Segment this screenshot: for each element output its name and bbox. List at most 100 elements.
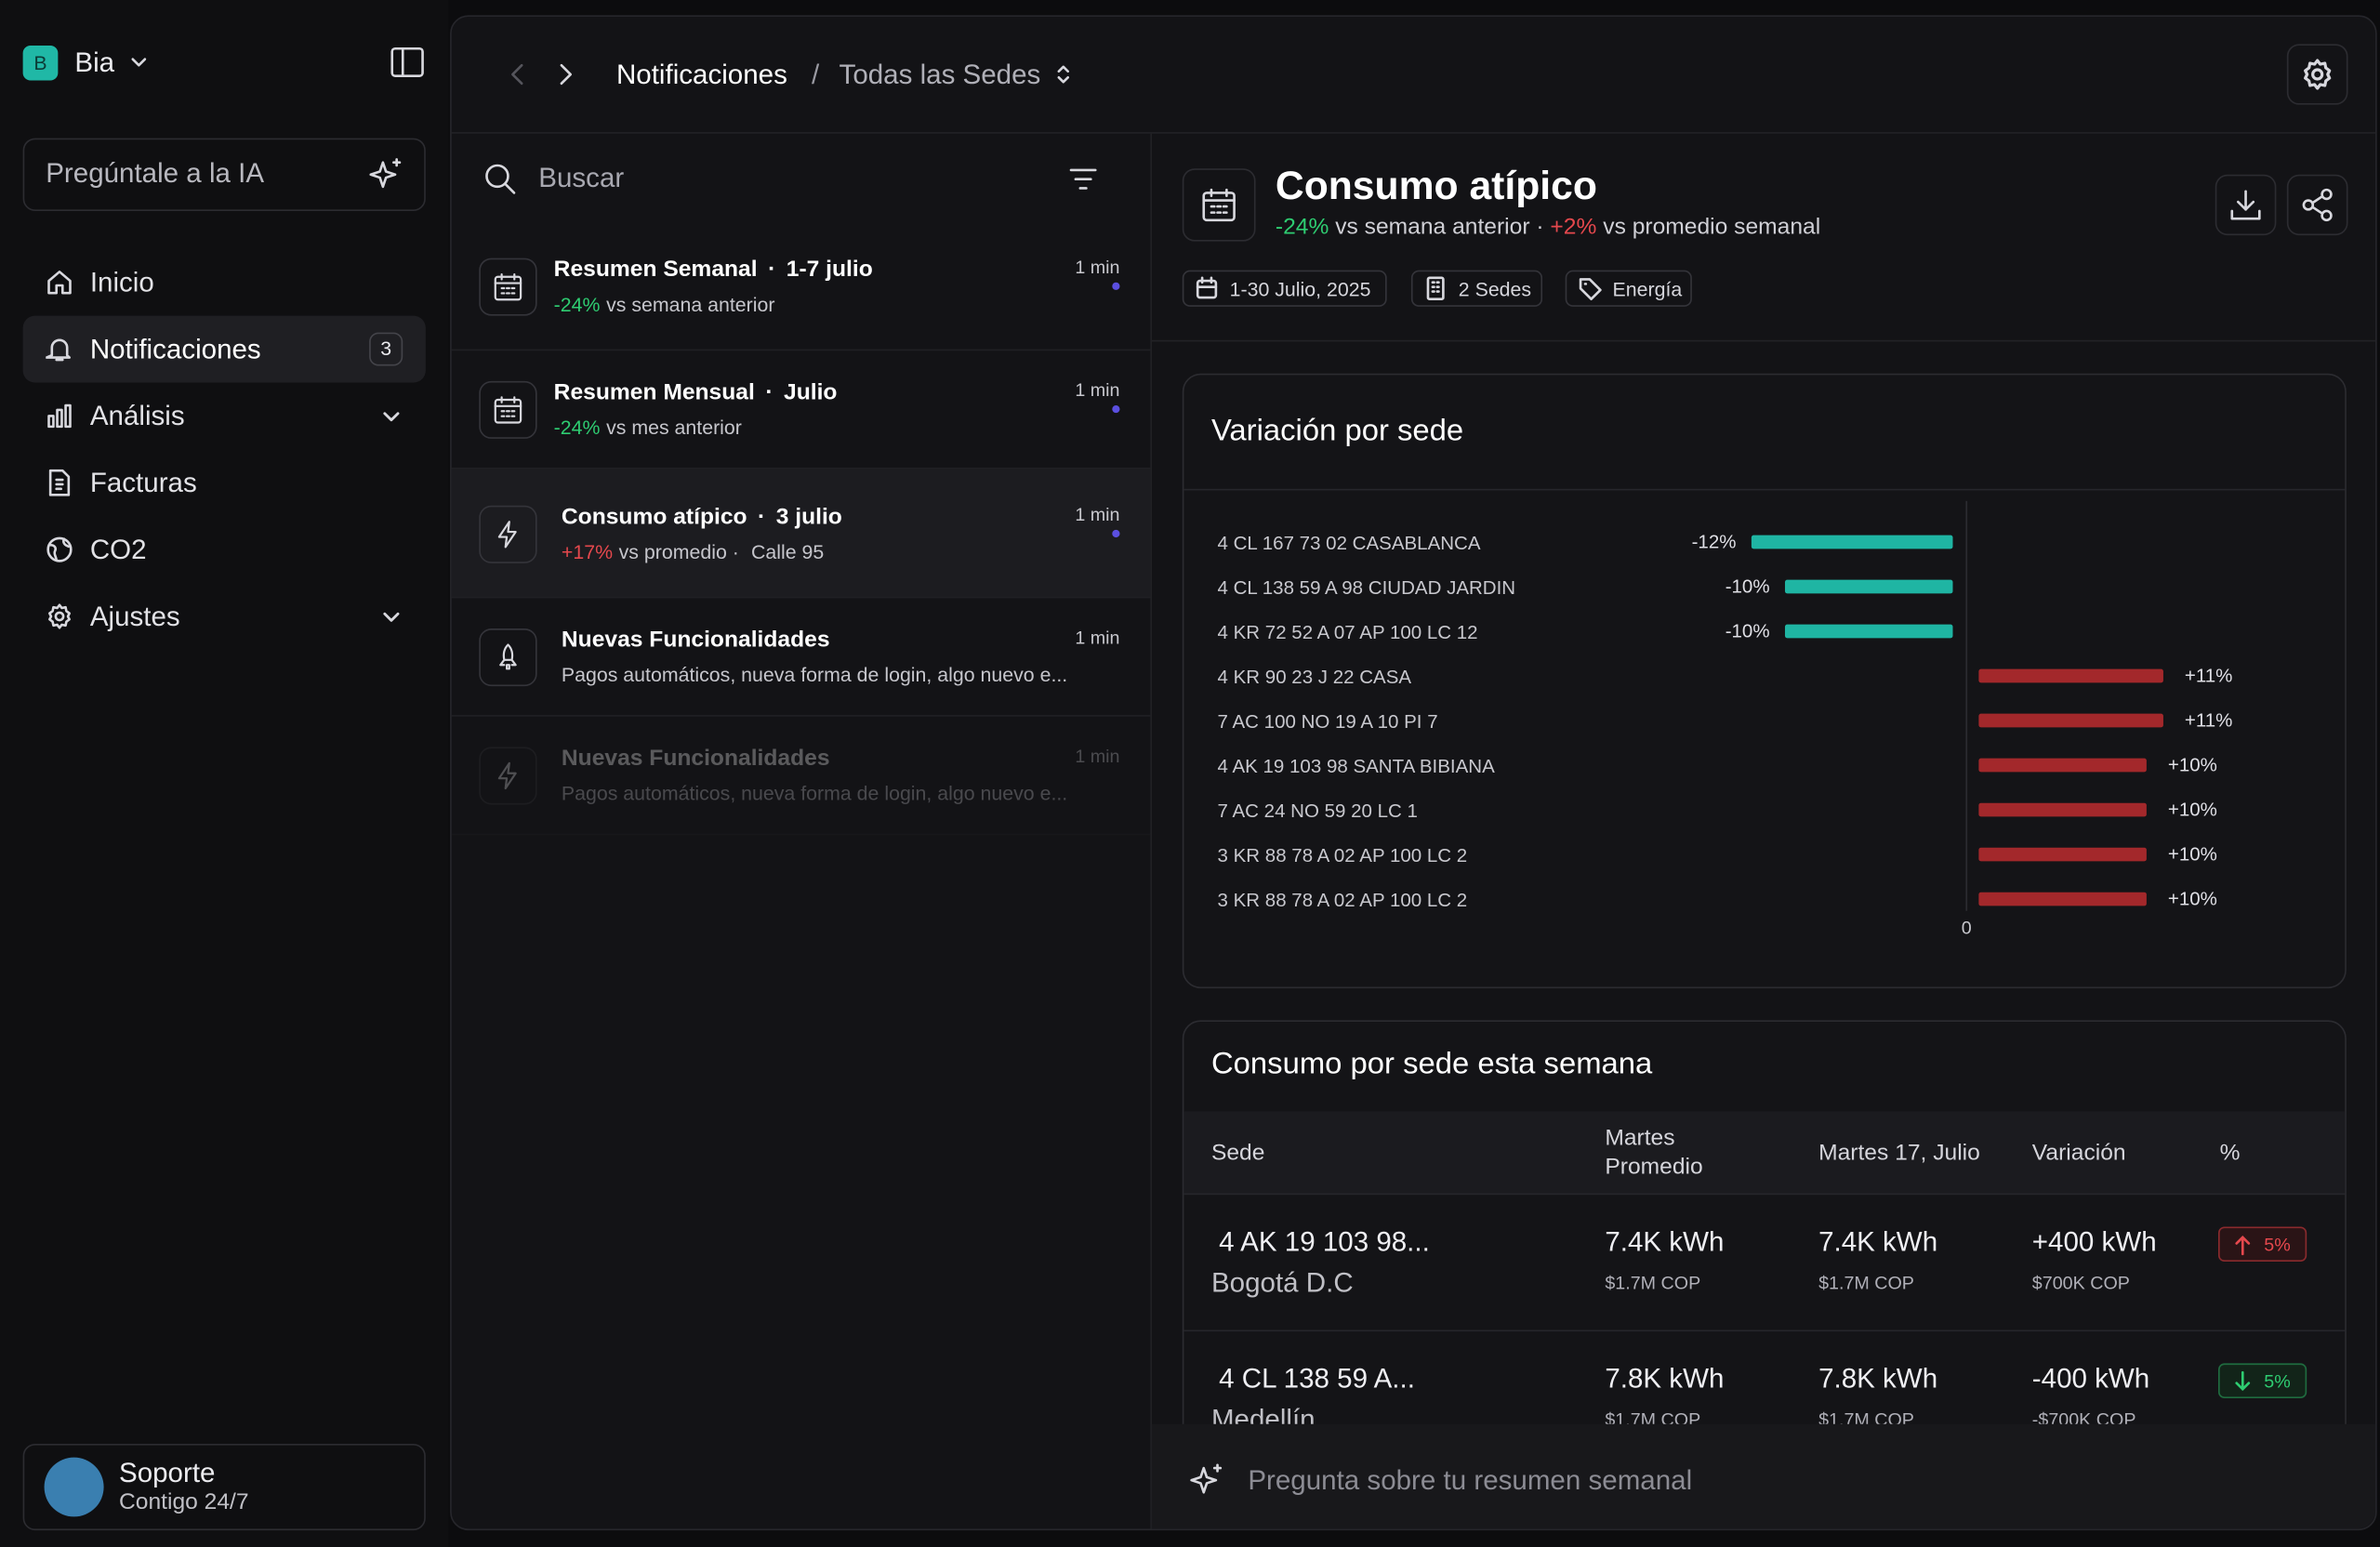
sort-icon[interactable] [1052,62,1074,86]
value-label: +10% [2168,844,2217,866]
table-row: 4 AK 19 103 98... Bogotá D.C 7.4K kWh $1.7M… [1183,1193,2346,1330]
cell-value: 7.8K kWh [1818,1363,1938,1395]
item-title: Nuevas Funcionalidades [561,627,830,654]
filter-button[interactable] [1068,165,1099,192]
notification-item[interactable]: Resumen Mensual · Julio 1 min -24% vs mes ant… [451,350,1151,469]
separator: · [1536,214,1544,241]
chip-icon [1196,276,1218,299]
back-button[interactable] [507,62,528,86]
notification-item[interactable]: Nuevas Funcionalidades 1 min Pagos automát… [451,598,1151,717]
invoice-icon [48,469,71,496]
bar [1978,802,2147,817]
chip-icon [1426,276,1445,301]
forward-button[interactable] [555,62,576,86]
item-time: 1 min [1075,503,1120,525]
trend-arrow [2235,1370,2251,1392]
detail-subtitle: -24% vs semana anterior · +2% vs promedi… [1276,214,1820,240]
nav-item[interactable]: CO2 [89,534,147,565]
nav-item[interactable]: Notificaciones [89,334,261,364]
table-title: Consumo por sede esta semana [1210,1047,1653,1081]
value-label: +10% [2168,800,2217,821]
settings-button[interactable] [2286,44,2348,105]
value-label: +11% [2185,666,2233,687]
item-icon-glyph [497,761,517,790]
support-card[interactable] [22,1443,426,1531]
item-title-line: Resumen Mensual · Julio [554,379,838,405]
filter-chip[interactable]: 1-30 Julio, 2025 [1182,270,1387,307]
ask-bar[interactable] [1151,1423,2376,1529]
cell-sede: 4 CL 138 59 A... [1219,1363,1415,1395]
cell-cost: $1.7M COP [1605,1272,1701,1294]
nav-selected-bg [22,315,426,383]
support-subtitle: Contigo 24/7 [118,1488,249,1515]
value-label: -12% [1692,532,1737,553]
bar [1751,535,1953,549]
category-label: 7 AC 100 NO 19 A 10 PI 7 [1218,711,1438,733]
download-icon [2230,190,2261,220]
calendar-icon [1202,188,1236,222]
category-label: 3 KR 88 78 A 02 AP 100 LC 2 [1218,890,1468,911]
bar [1978,847,2147,862]
item-desc-line: -24% vs semana anterior [554,293,775,315]
workspace-logo[interactable]: B [22,45,59,81]
filter-chip[interactable]: 2 Sedes [1410,270,1543,307]
item-tag: Julio [784,379,838,406]
item-title: Resumen Mensual [553,379,755,406]
cell-city: Medellín [1210,1404,1316,1424]
ask-placeholder: Pregunta sobre tu resumen semanal [1248,1464,1693,1496]
filter-chip[interactable]: Energía [1565,270,1692,307]
chevron-icon[interactable] [381,607,401,627]
item-tag: 3 julio [775,503,842,530]
notification-item[interactable]: Nuevas Funcionalidades 1 min Pagos automát… [451,717,1151,836]
nav-item[interactable]: Facturas [89,467,197,498]
chevron-icon[interactable] [381,407,401,427]
breadcrumb-item[interactable]: Todas las Sedes [839,59,1041,90]
nav-item[interactable]: Inicio [89,267,154,298]
item-desc-line: -24% vs mes anterior [554,416,742,438]
support-avatar [44,1457,104,1517]
item-desc-line: +17% vs promedio · Calle 95 [562,540,824,562]
chip-label: 1-30 Julio, 2025 [1229,277,1371,301]
bar [1784,579,1953,594]
item-title-line: Consumo atípico · 3 julio [562,503,842,529]
share-icon [2302,188,2333,222]
change-text: vs semana anterior [1335,214,1530,241]
item-title: Nuevas Funcionalidades [561,745,830,772]
nav-item[interactable]: Ajustes [89,601,180,632]
download-button[interactable] [2215,174,2277,236]
category-label: 4 CL 138 59 A 98 CIUDAD JARDIN [1218,577,1516,599]
sidebar-toggle[interactable] [390,46,424,78]
item-desc-line: Pagos automáticos, nueva forma de login,… [562,782,1067,804]
search-input[interactable]: Buscar [538,162,625,193]
sidebar [0,0,449,1547]
cell-cost: $1.7M COP [1605,1408,1701,1424]
cell-cost: -$700K COP [2031,1408,2136,1424]
share-button[interactable] [2286,174,2348,236]
detail-icon [1182,168,1256,242]
cell-value: +400 kWh [2031,1226,2157,1258]
nav-item[interactable]: Análisis [89,401,185,431]
nav-badge: 3 [369,332,403,366]
home-icon [47,271,72,295]
trend-arrow [2235,1236,2251,1256]
list-divider [1150,133,1152,1529]
value-label: -10% [1726,576,1770,598]
value-label: +10% [2168,755,2217,776]
breadcrumb-item[interactable]: Notificaciones [615,59,787,90]
category-label: 7 AC 24 NO 59 20 LC 1 [1218,800,1418,822]
item-desc: vs semana anterior [606,293,775,316]
notification-item[interactable]: Consumo atípico · 3 julio 1 min +17% vs prome… [451,469,1151,599]
workspace-name[interactable]: Bia [74,46,115,78]
item-desc: Pagos automáticos, nueva forma de login,… [561,781,1068,805]
cell-cost: $1.7M COP [1818,1408,1914,1424]
item-icon-glyph [494,272,522,301]
item-change: +17% [561,539,614,563]
item-separator: · [765,379,774,406]
cell-value: -400 kWh [2031,1363,2150,1395]
cell-value: 7.8K kWh [1605,1363,1725,1395]
unread-dot [1112,405,1120,414]
notification-item[interactable]: Resumen Semanal · 1-7 julio 1 min -24% vs sem… [451,223,1151,351]
item-desc: vs promedio · [618,539,739,563]
ai-input[interactable] [22,138,426,211]
